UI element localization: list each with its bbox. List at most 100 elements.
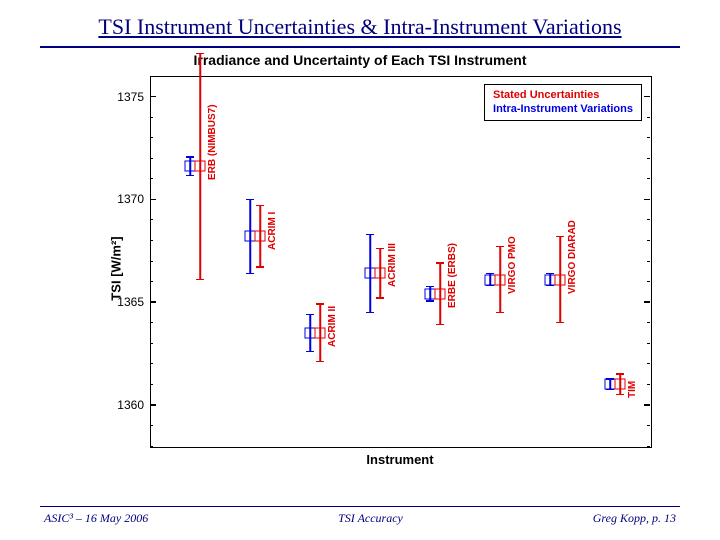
errorbar-stated	[199, 53, 201, 279]
tsi-chart: Irradiance and Uncertainty of Each TSI I…	[60, 52, 660, 472]
ytick-label: 1370	[106, 192, 144, 206]
ytick-minor	[647, 137, 650, 138]
ytick-minor	[150, 219, 153, 220]
instrument-label: ACRIM II	[327, 306, 338, 347]
errorbar-stated	[619, 374, 621, 395]
errorbar-intra	[369, 234, 371, 312]
errorcap-intra	[426, 300, 434, 302]
errorcap-stated	[196, 279, 204, 281]
instrument-label: ACRIM I	[267, 212, 278, 250]
legend-intra: Intra-Instrument Variations	[493, 102, 633, 116]
ytick	[644, 301, 650, 303]
ytick-minor	[150, 117, 153, 118]
ytick-minor	[647, 240, 650, 241]
errorcap-intra	[246, 199, 254, 201]
errorcap-stated	[616, 394, 624, 396]
errorcap-stated	[616, 373, 624, 375]
instrument-label: ERBE (ERBS)	[447, 243, 458, 308]
footer-left: ASIC³ – 16 May 2006	[44, 511, 148, 526]
ytick	[150, 301, 156, 303]
errorcap-stated	[436, 262, 444, 264]
chart-title: Irradiance and Uncertainty of Each TSI I…	[60, 52, 660, 68]
errorcap-stated	[496, 312, 504, 314]
errorcap-stated	[556, 322, 564, 324]
ytick	[644, 199, 650, 201]
errorcap-intra	[606, 378, 614, 380]
ytick	[150, 199, 156, 201]
errorcap-intra	[546, 285, 554, 287]
errorcap-intra	[186, 175, 194, 177]
errorbar-intra	[549, 273, 551, 285]
ytick-minor	[150, 425, 153, 426]
errorcap-intra	[366, 234, 374, 236]
errorcap-intra	[546, 273, 554, 275]
ytick-minor	[150, 240, 153, 241]
errorbar-stated	[559, 236, 561, 322]
ytick-minor	[647, 446, 650, 447]
y-axis-label: TSI [W/m²]	[109, 236, 124, 300]
instrument-label: ERB (NIMBUS7)	[207, 105, 218, 181]
ytick-minor	[150, 178, 153, 179]
legend: Stated UncertaintiesIntra-Instrument Var…	[484, 84, 642, 121]
ytick-minor	[647, 76, 650, 77]
ytick-minor	[647, 219, 650, 220]
errorcap-stated	[256, 205, 264, 207]
errorcap-intra	[486, 285, 494, 287]
errorcap-intra	[246, 273, 254, 275]
ytick	[150, 96, 156, 98]
legend-stated: Stated Uncertainties	[493, 88, 633, 102]
x-axis-label: Instrument	[150, 452, 650, 467]
ytick	[150, 404, 156, 406]
errorcap-intra	[306, 314, 314, 316]
errorcap-stated	[256, 266, 264, 268]
ytick-minor	[150, 322, 153, 323]
errorcap-stated	[436, 324, 444, 326]
errorcap-intra	[306, 351, 314, 353]
ytick	[644, 96, 650, 98]
instrument-label: VIRGO DIARAD	[567, 220, 578, 294]
slide-title: TSI Instrument Uncertainties & Intra-Ins…	[0, 0, 720, 44]
errorcap-intra	[606, 389, 614, 391]
ytick-minor	[150, 137, 153, 138]
errorbar-stated	[439, 263, 441, 325]
ytick-minor	[150, 384, 153, 385]
ytick-minor	[150, 76, 153, 77]
errorbar-intra	[309, 314, 311, 351]
errorcap-intra	[186, 156, 194, 158]
ytick-label: 1360	[106, 398, 144, 412]
footer-right: Greg Kopp, p. 13	[593, 511, 676, 526]
ytick-minor	[647, 322, 650, 323]
ytick-label: 1365	[106, 295, 144, 309]
ytick-label: 1375	[106, 90, 144, 104]
ytick-minor	[647, 261, 650, 262]
errorcap-stated	[496, 246, 504, 248]
ytick-minor	[647, 178, 650, 179]
ytick-minor	[150, 261, 153, 262]
errorcap-intra	[486, 273, 494, 275]
errorcap-stated	[316, 303, 324, 305]
errorcap-intra	[366, 312, 374, 314]
ytick-minor	[647, 281, 650, 282]
ytick-minor	[647, 117, 650, 118]
errorcap-intra	[426, 286, 434, 288]
ytick-minor	[150, 158, 153, 159]
errorcap-stated	[376, 248, 384, 250]
instrument-label: TIM	[627, 381, 638, 398]
footer: ASIC³ – 16 May 2006 TSI Accuracy Greg Ko…	[0, 506, 720, 526]
errorbar-stated	[499, 247, 501, 313]
ytick-minor	[150, 343, 153, 344]
footer-center: TSI Accuracy	[338, 511, 403, 526]
errorbar-intra	[249, 199, 251, 273]
ytick	[644, 404, 650, 406]
errorbar-stated	[319, 304, 321, 362]
errorcap-stated	[196, 53, 204, 55]
errorbar-stated	[379, 249, 381, 298]
errorcap-stated	[316, 361, 324, 363]
ytick-minor	[647, 384, 650, 385]
errorcap-stated	[556, 236, 564, 238]
errorcap-stated	[376, 297, 384, 299]
ytick-minor	[647, 343, 650, 344]
ytick-minor	[150, 281, 153, 282]
footer-rule	[40, 506, 680, 507]
errorbar-intra	[429, 287, 431, 301]
